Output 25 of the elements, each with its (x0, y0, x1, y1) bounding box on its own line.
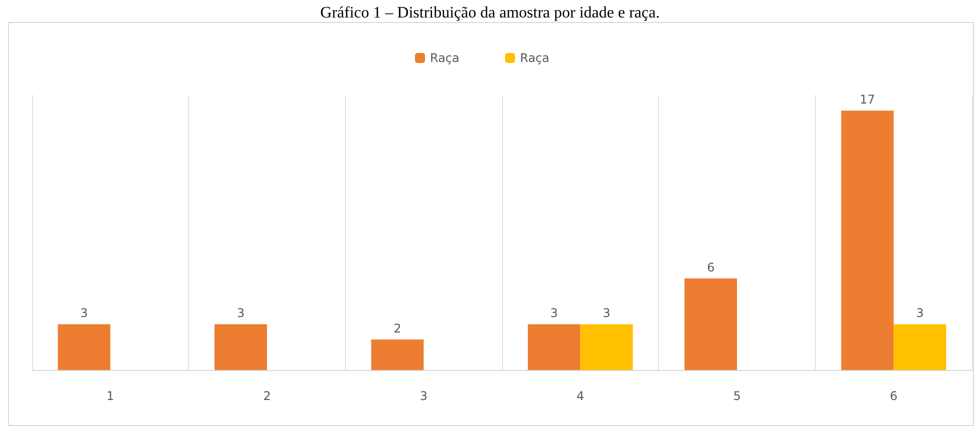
legend-label: Raça (520, 51, 550, 65)
x-tick-label: 5 (733, 389, 741, 403)
data-label: 3 (236, 306, 245, 320)
chart-title: Gráfico 1 – Distribuição da amostra por idade e raça. (320, 4, 660, 22)
x-tick-label: 2 (263, 389, 271, 403)
bar (528, 324, 580, 370)
data-label: 3 (602, 306, 610, 320)
data-label: 2 (394, 321, 402, 336)
data-label: 3 (80, 306, 88, 320)
data-label: 6 (706, 260, 715, 274)
bar (214, 324, 267, 370)
bar (894, 324, 946, 370)
data-label: 3 (916, 306, 924, 320)
bar (371, 339, 424, 370)
bar (684, 278, 737, 370)
data-label: 3 (550, 306, 558, 320)
x-tick-label: 6 (890, 389, 898, 403)
x-tick-label: 4 (576, 389, 584, 403)
x-tick-label: 1 (106, 389, 114, 403)
x-tick-label: 3 (420, 389, 428, 403)
bar (841, 110, 894, 370)
legend-label: Raça (430, 51, 460, 65)
data-label: 17 (860, 92, 876, 107)
bar (58, 324, 110, 370)
bar (580, 324, 633, 370)
